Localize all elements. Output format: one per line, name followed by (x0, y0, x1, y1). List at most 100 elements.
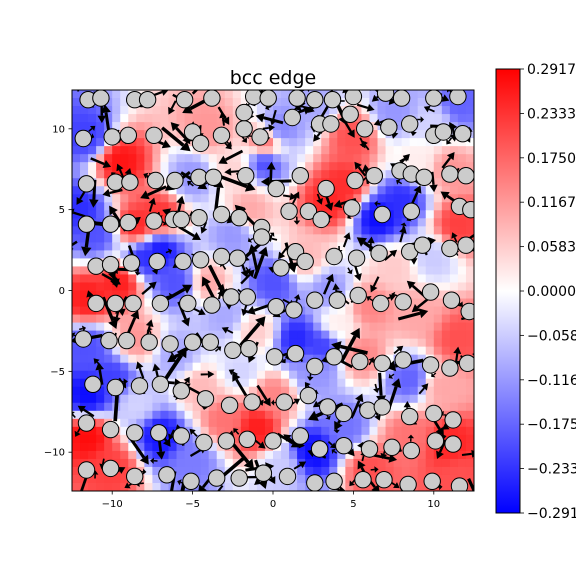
heatmap-cell (160, 346, 170, 356)
heatmap-cell (345, 482, 354, 491)
displacement-arrow (187, 180, 194, 187)
atom-marker (373, 205, 391, 224)
heatmap-cell (264, 282, 274, 292)
heatmap-cell (136, 346, 145, 356)
heatmap-cell (321, 258, 330, 268)
heatmap-cell (152, 410, 162, 420)
heatmap-cell (224, 482, 234, 491)
heatmap-cell (329, 306, 338, 316)
heatmap-cell (433, 106, 443, 115)
heatmap-cell (441, 106, 451, 115)
atom-marker (130, 377, 149, 395)
heatmap-cell (297, 298, 306, 308)
heatmap-cell (120, 466, 129, 476)
heatmap-cell (248, 274, 258, 284)
heatmap-cell (232, 418, 242, 428)
heatmap-cell (80, 386, 89, 396)
heatmap-cell (176, 338, 186, 348)
heatmap-cell (208, 234, 218, 243)
atom-marker (415, 168, 433, 187)
heatmap-cell (264, 210, 274, 219)
heatmap-cell (369, 186, 379, 195)
heatmap-cell (152, 202, 162, 211)
heatmap-cell (409, 146, 419, 155)
heatmap-cell (192, 362, 202, 372)
heatmap-cell (88, 106, 97, 115)
heatmap-cell (240, 482, 250, 491)
heatmap-cell (160, 450, 170, 460)
heatmap-cell (120, 234, 129, 243)
heatmap-cell (449, 386, 459, 396)
heatmap-cell (80, 370, 89, 380)
heatmap-cell (273, 322, 282, 332)
heatmap-cell (353, 186, 363, 195)
heatmap-cell (417, 258, 427, 268)
heatmap-cell (289, 138, 298, 147)
heatmap-cell (240, 242, 250, 251)
displacement-arrow (331, 448, 338, 454)
heatmap-cell (425, 322, 435, 332)
heatmap-cell (104, 346, 113, 356)
heatmap-cell (72, 274, 81, 284)
heatmap-cell (465, 146, 474, 155)
atom-marker (399, 475, 417, 491)
heatmap-cell (337, 178, 346, 187)
heatmap-cell (297, 154, 306, 163)
heatmap-cell (457, 290, 467, 300)
heatmap-cell (72, 306, 81, 316)
heatmap-cell (425, 258, 435, 268)
heatmap-cell (377, 466, 387, 476)
heatmap-cell (305, 434, 314, 444)
heatmap-cell (329, 274, 338, 284)
atom-marker (101, 215, 120, 233)
heatmap-cell (417, 218, 427, 227)
displacement-arrow (170, 122, 191, 144)
heatmap-cell (136, 170, 145, 179)
atom-marker (394, 293, 412, 311)
heatmap-cell (256, 482, 266, 491)
heatmap-cell (377, 282, 387, 292)
atom-marker (392, 90, 411, 107)
heatmap-cell (281, 170, 290, 179)
heatmap-cell (128, 202, 137, 211)
displacement-arrow (366, 296, 374, 302)
heatmap-cell (160, 362, 170, 372)
heatmap-cell (112, 194, 121, 203)
heatmap-cell (168, 154, 178, 163)
heatmap-cell (128, 146, 137, 155)
heatmap-cell (417, 346, 427, 356)
heatmap-cell (168, 146, 178, 155)
heatmap-cell (369, 346, 379, 356)
heatmap-cell (264, 194, 274, 203)
heatmap-cell (152, 322, 162, 332)
heatmap-cell (168, 298, 178, 308)
atom-marker (383, 438, 401, 456)
heatmap-cell (256, 306, 266, 316)
heatmap-cell (313, 322, 322, 332)
heatmap-cell (345, 306, 354, 316)
heatmap-cell (425, 458, 435, 468)
heatmap-cell (208, 450, 218, 460)
heatmap-cell (441, 274, 451, 284)
plot-area (71, 89, 475, 492)
heatmap-cell (393, 434, 403, 444)
heatmap-cell (224, 106, 234, 115)
heatmap-cell (329, 394, 338, 404)
heatmap-cell (240, 226, 250, 235)
heatmap-cell (289, 274, 298, 284)
heatmap-cell (192, 378, 202, 388)
atom-marker (296, 252, 314, 271)
heatmap-cell (305, 146, 314, 155)
atom-marker (251, 128, 269, 146)
heatmap-cell (369, 194, 379, 203)
heatmap-cell (305, 274, 314, 284)
heatmap-cell (385, 314, 395, 324)
heatmap-cell (144, 122, 153, 131)
heatmap-cell (289, 450, 298, 460)
atom-marker (106, 173, 125, 191)
heatmap-cell (80, 306, 89, 316)
heatmap-cell (88, 482, 97, 491)
heatmap-cell (401, 106, 411, 115)
heatmap-cell (88, 330, 97, 340)
heatmap-cell (289, 386, 298, 396)
